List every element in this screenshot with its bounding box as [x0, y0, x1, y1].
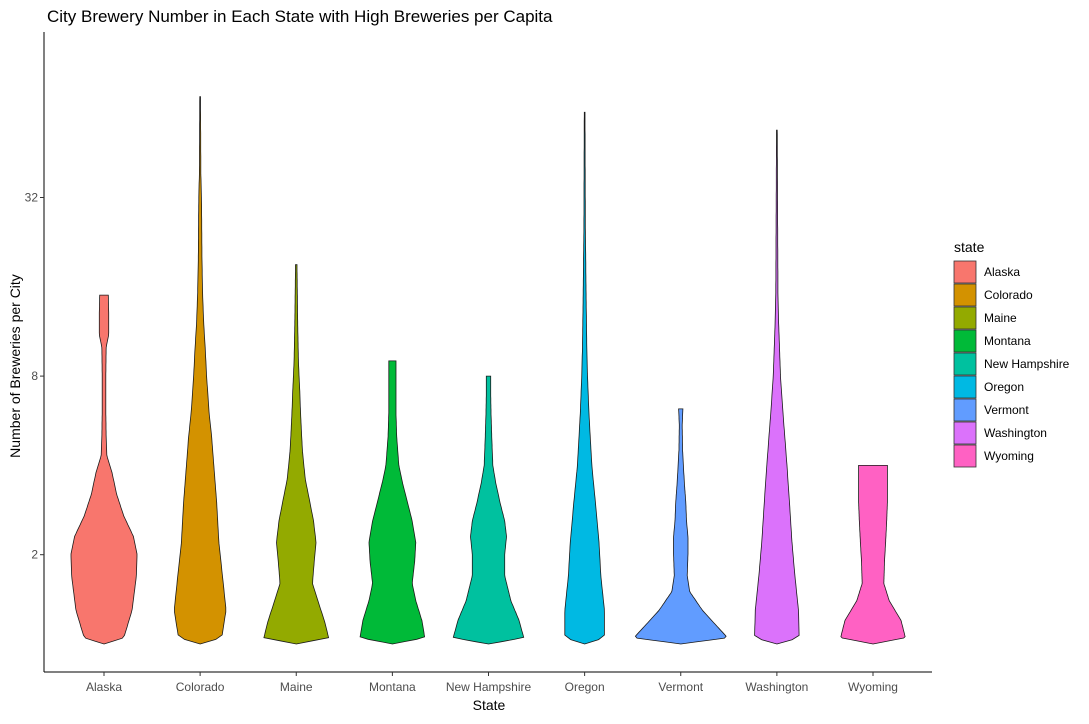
legend-swatch	[953, 260, 977, 284]
legend-label: Oregon	[984, 380, 1024, 394]
legend-swatch	[953, 283, 977, 307]
x-axis-label: State	[473, 697, 506, 713]
violin-alaska	[70, 294, 138, 645]
plot-area: 2 8 32 Alaska Colorado Maine Montana New Hampsh…	[25, 32, 932, 694]
legend-swatch	[953, 444, 977, 468]
legend-swatch	[953, 352, 977, 376]
legend: Alaska Colorado Maine Montana New Hampshire O…	[953, 260, 1070, 468]
legend-swatch	[953, 375, 977, 399]
legend-title: state	[954, 239, 985, 255]
legend-swatch	[953, 329, 977, 353]
legend-swatch	[953, 398, 977, 422]
violin-montana	[359, 360, 426, 645]
y-tick-label: 32	[25, 191, 39, 205]
violin-maine	[263, 264, 330, 645]
legend-label: New Hampshire	[984, 357, 1070, 371]
x-tick-label: Vermont	[658, 680, 703, 694]
x-tick-label: Washington	[745, 680, 808, 694]
y-tick-label: 8	[31, 369, 38, 383]
violin-washington	[754, 129, 800, 645]
x-tick-label: Wyoming	[848, 680, 898, 694]
x-tick-label: New Hampshire	[446, 680, 532, 694]
x-tick-label: Alaska	[86, 680, 122, 694]
violin-oregon	[564, 111, 605, 645]
x-tick-label: Maine	[280, 680, 313, 694]
y-tick-label: 2	[31, 548, 38, 562]
violin-vermont	[634, 408, 727, 645]
legend-swatch	[953, 306, 977, 330]
violin-wyoming	[840, 465, 906, 645]
chart-title: City Brewery Number in Each State with H…	[47, 7, 553, 26]
x-tick-label: Colorado	[176, 680, 225, 694]
legend-label: Wyoming	[984, 449, 1034, 463]
legend-swatch	[953, 421, 977, 445]
legend-label: Montana	[984, 334, 1031, 348]
x-tick-label: Oregon	[565, 680, 605, 694]
violin-colorado	[174, 96, 227, 645]
legend-label: Alaska	[984, 265, 1020, 279]
legend-label: Washington	[984, 426, 1047, 440]
legend-label: Maine	[984, 311, 1017, 325]
x-tick-label: Montana	[369, 680, 416, 694]
legend-label: Vermont	[984, 403, 1029, 417]
violin-new-hampshire	[452, 375, 525, 645]
legend-label: Colorado	[984, 288, 1033, 302]
y-axis-label: Number of Breweries per City	[7, 274, 23, 458]
